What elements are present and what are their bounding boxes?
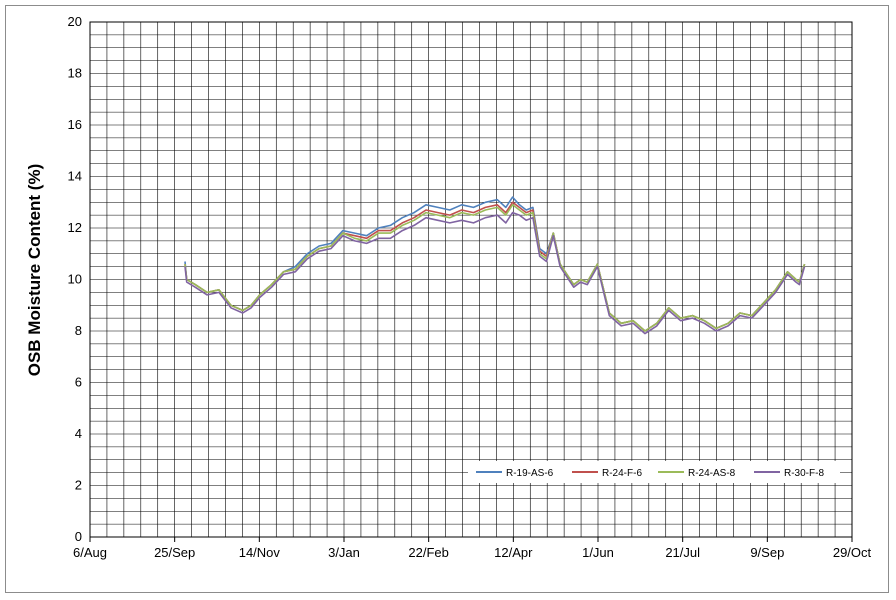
legend-box	[468, 461, 840, 483]
legend-entry: R-24-F-6	[602, 468, 642, 479]
y-tick-label: 10	[68, 272, 82, 287]
y-tick-label: 2	[75, 478, 82, 493]
y-tick-label: 12	[68, 220, 82, 235]
x-tick-label: 1/Jun	[582, 545, 614, 560]
series-line	[184, 211, 806, 335]
x-tick-label: 25/Sep	[154, 545, 195, 560]
series-line	[184, 196, 806, 332]
series-lines	[184, 196, 806, 335]
y-tick-label: 20	[68, 14, 82, 29]
x-tick-label: 22/Feb	[408, 545, 448, 560]
x-tick-label: 21/Jul	[665, 545, 700, 560]
grid	[89, 21, 853, 538]
axes: 0 2 4 6 8 10 12 14 16 18 20 6/Aug 25/Sep 14/Nov 3/Jan 2…	[68, 14, 872, 560]
y-tick-label: 16	[68, 117, 82, 132]
x-tick-label: 9/Sep	[750, 545, 784, 560]
y-tick-label: 4	[75, 426, 82, 441]
x-tick-label: 12/Apr	[494, 545, 533, 560]
x-tick-label: 3/Jan	[328, 545, 360, 560]
chart-frame: 0 2 4 6 8 10 12 14 16 18 20 6/Aug 25/Sep 14/Nov 3/Jan 2…	[5, 5, 889, 593]
y-tick-label: 6	[75, 375, 82, 390]
x-tick-label: 6/Aug	[73, 545, 107, 560]
plot-area-border	[89, 21, 853, 538]
legend-entry: R-19-AS-6	[506, 468, 554, 479]
y-tick-label: 8	[75, 323, 82, 338]
legend: R-19-AS-6 R-24-F-6 R-24-AS-8 R-30-F-8	[468, 461, 840, 483]
legend-entry: R-24-AS-8	[688, 468, 736, 479]
y-tick-label: 14	[68, 169, 82, 184]
series-line	[184, 204, 806, 332]
x-tick-label: 14/Nov	[239, 545, 281, 560]
y-axis-label: OSB Moisture Content (%)	[25, 164, 44, 377]
legend-entry: R-30-F-8	[784, 468, 824, 479]
moisture-line-chart: 0 2 4 6 8 10 12 14 16 18 20 6/Aug 25/Sep 14/Nov 3/Jan 2…	[25, 14, 872, 560]
y-tick-label: 0	[75, 529, 82, 544]
y-tick-label: 18	[68, 66, 82, 81]
x-tick-label: 29/Oct	[833, 545, 872, 560]
